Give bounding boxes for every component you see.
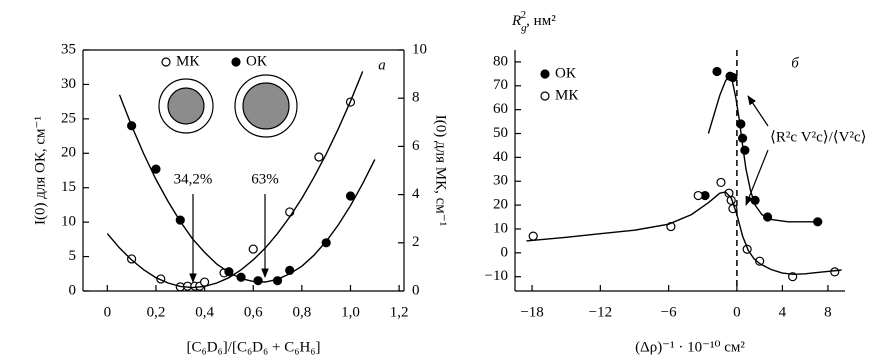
y2-tick-label: 6: [412, 138, 420, 154]
y-tick-label: 15: [61, 179, 76, 195]
annotation: 63%: [251, 171, 279, 187]
y-axis-label: Rg2, нм²: [511, 9, 556, 34]
y-tick-label: 5: [69, 248, 77, 264]
fit-curve: [106, 71, 364, 289]
data-point: [712, 66, 722, 77]
annotation: 34,2%: [174, 171, 213, 187]
x-tick-label: 0,2: [147, 304, 166, 320]
particle-core: [167, 87, 205, 125]
y2-tick-label: 8: [412, 90, 420, 106]
y-label-sup: 2: [521, 9, 527, 21]
x-tick-label: 0: [104, 304, 112, 320]
data-point: [528, 231, 538, 241]
y-tick-label: 10: [61, 214, 76, 230]
arrow: [745, 149, 769, 206]
x-axis-label: (Δρ)⁻¹ · 10⁻¹⁰ см²: [635, 339, 745, 355]
y-tick-label: 80: [493, 53, 508, 69]
legend-marker: [161, 57, 171, 67]
data-point: [314, 152, 324, 162]
x-tick-label: 0,4: [195, 304, 214, 320]
y-tick-label: 60: [493, 101, 508, 117]
particle-core: [242, 82, 290, 130]
legend-label: ОК: [555, 65, 577, 81]
x-tick-label: −6: [661, 304, 677, 320]
x-axis-label: [C₆D₆]/[C₆D₆ + C₆H₆]: [187, 339, 321, 355]
y-tick-label: 10: [493, 220, 508, 236]
x-tick-label: −18: [520, 304, 543, 320]
legend-marker: [540, 69, 550, 79]
y-label-main: R: [511, 13, 521, 29]
data-point: [151, 164, 161, 174]
fit-curve: [118, 94, 376, 283]
x-tick-label: 0: [733, 304, 741, 320]
y-tick-label: 40: [493, 149, 508, 165]
y-tick-label: 35: [61, 41, 76, 57]
y-axis-label: I(0) для ОК, см⁻¹: [32, 116, 48, 225]
data-point: [253, 276, 263, 286]
legend-label: МК: [176, 53, 200, 69]
annotation: а: [378, 57, 386, 73]
legend-label: МК: [555, 87, 579, 103]
y-tick-label: 0: [501, 244, 509, 260]
x-tick-label: 1,0: [341, 304, 360, 320]
y-tick-label: −10: [485, 268, 508, 284]
y2-axis-label: I(0) для МК, см⁻¹: [433, 115, 449, 226]
x-tick-label: 8: [824, 304, 832, 320]
annotation: ⟨R²с V²с⟩/⟨V²с⟩: [770, 129, 866, 145]
y2-tick-label: 0: [412, 282, 420, 298]
y-tick-label: 30: [61, 76, 76, 92]
fit-curve: [526, 191, 842, 276]
data-point: [693, 190, 703, 201]
legend-marker: [231, 57, 241, 67]
data-point: [321, 238, 331, 248]
arrow: [747, 95, 769, 127]
y2-tick-label: 10: [412, 41, 427, 57]
y-tick-label: 30: [493, 173, 508, 189]
y-label-sub: g: [521, 22, 527, 34]
x-tick-label: −12: [589, 304, 612, 320]
y-tick-label: 50: [493, 125, 508, 141]
y-tick-label: 70: [493, 77, 508, 93]
fit-curve: [707, 74, 823, 223]
data-point: [830, 267, 840, 277]
y-tick-label: 25: [61, 110, 76, 126]
legend-marker: [540, 91, 550, 101]
y2-tick-label: 2: [412, 234, 420, 250]
y-tick-label: 0: [69, 282, 77, 298]
data-point: [248, 244, 258, 254]
y-tick-label: 20: [61, 145, 76, 161]
data-point: [740, 145, 750, 155]
data-point: [716, 177, 726, 188]
annotation: б: [791, 55, 799, 71]
data-point: [199, 277, 210, 287]
x-tick-label: 0,8: [292, 304, 311, 320]
x-tick-label: 4: [779, 304, 787, 320]
data-point: [345, 191, 356, 201]
data-point: [755, 256, 765, 266]
y2-tick-label: 4: [412, 186, 420, 202]
x-tick-label: 1,2: [390, 304, 409, 320]
y-tick-label: 20: [493, 197, 508, 213]
legend-label: ОК: [246, 53, 268, 69]
x-tick-label: 0,6: [244, 304, 263, 320]
y-label-rest: , нм²: [526, 13, 556, 29]
